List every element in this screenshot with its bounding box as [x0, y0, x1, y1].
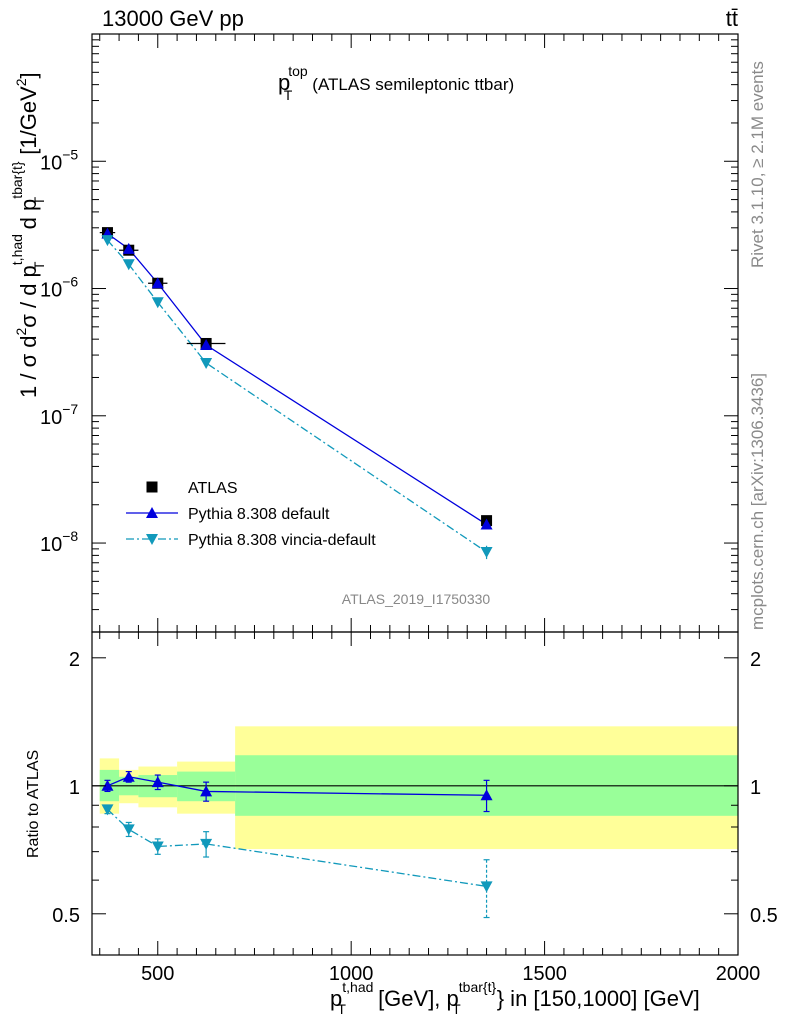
xlabel-p2sup: tbar{t} — [459, 979, 497, 995]
plot-title-rest: (ATLAS semileptonic ttbar) — [312, 75, 514, 94]
x-tick-label: 2000 — [716, 963, 761, 985]
ratio-frame — [91, 631, 739, 956]
ratio-default-point — [151, 776, 164, 788]
ratio-y-tick-label: 0.5 — [52, 905, 80, 927]
pythia-default-point — [122, 242, 135, 254]
legend-label: Pythia 8.308 vincia-default — [188, 532, 376, 549]
pythia-vincia-line — [106, 239, 487, 553]
rivet-label: Rivet 3.1.10, ≥ 2.1M events — [748, 61, 767, 268]
xlabel-p1: p — [330, 986, 342, 1011]
ylabel-p2sup: t,had — [9, 234, 25, 265]
y-tick-mantissa: 10 — [40, 534, 62, 556]
ratio-y-tick-label: 2 — [69, 649, 80, 671]
xlabel-p2sub: T — [452, 1001, 461, 1017]
ratio-y-tick-label: 1 — [69, 777, 80, 799]
ylabel-p1: 1 / σ d — [16, 336, 41, 399]
ylabel-p1sup: 2 — [13, 328, 29, 336]
ylabel-p3: d p — [16, 199, 41, 236]
y-tick-mantissa: 10 — [40, 152, 62, 174]
xlabel-p1sup: t,had — [342, 979, 373, 995]
y-tick-label-main: 10−7 — [40, 401, 78, 429]
ylabel-p2sub: T — [31, 261, 47, 270]
ratio-default-point — [480, 789, 493, 801]
beam-label: 13000 GeV pp — [102, 6, 244, 31]
y-tick-label-main: 10−6 — [40, 274, 78, 302]
ratio-default-point — [122, 770, 135, 782]
y-tick-exponent: −7 — [62, 401, 78, 417]
pythia-default-point — [200, 338, 213, 350]
ratio-default-point — [101, 779, 114, 791]
y-tick-exponent: −6 — [62, 274, 78, 290]
ratio-vincia-line — [107, 808, 487, 888]
legend-atlas-marker — [146, 481, 158, 493]
legend-vincia-marker — [146, 534, 158, 545]
ylabel-p3sup: tbar{t} — [9, 161, 25, 199]
y-tick-mantissa: 10 — [40, 280, 62, 302]
legend: ATLAS Pythia 8.308 default Pythia 8.308 vi… — [126, 480, 376, 549]
ylabel-p5: ] — [16, 72, 41, 78]
plot-title-p: p — [278, 70, 290, 95]
xlabel-p1sub: T — [337, 1001, 346, 1017]
x-tick-label: 1500 — [522, 963, 567, 985]
y-axis-label: 1 / σ d2σ / d pt,hadT d ptbar{t}T [1/GeV… — [9, 72, 47, 398]
plot-title-sub: T — [284, 87, 293, 103]
pythia-vincia-point — [200, 357, 213, 369]
ratio-vincia-point — [101, 804, 114, 816]
plot-title-sup: top — [288, 63, 308, 79]
ratio-vincia-point — [151, 841, 164, 853]
legend-label: ATLAS — [188, 480, 238, 497]
x-axis-label: pt,had T [GeV], ptbar{t} T } in [150,1000] … — [330, 979, 700, 1017]
ratio-default-point — [200, 785, 213, 797]
xlabel-p2: [GeV], p — [372, 986, 459, 1011]
pythia-vincia-point — [122, 259, 135, 271]
ylabel-p4sup: 2 — [13, 78, 29, 86]
pythia-vincia-point — [480, 547, 493, 559]
pythia-vincia-point — [101, 235, 114, 247]
y-tick-label-main: 10−5 — [40, 146, 78, 174]
main-panel: 10−510−610−710−8 ptop T(ATLAS semileptoni… — [40, 33, 739, 633]
legend-default-marker — [146, 507, 158, 518]
x-tick-label: 1000 — [329, 963, 374, 985]
x-tick-label: 500 — [141, 963, 174, 985]
pythia-default-line — [107, 233, 487, 525]
y-tick-label-main: 10−8 — [40, 528, 78, 556]
analysis-id: ATLAS_2019_I1750330 — [342, 591, 491, 607]
pythia-vincia-point — [151, 297, 164, 309]
ylabel-p4: [1/GeV — [16, 86, 41, 161]
ratio-y-tick-label-right: 0.5 — [750, 905, 778, 927]
y-tick-exponent: −5 — [62, 146, 78, 162]
plot-title: ptop T (ATLAS semileptonic ttbar) — [278, 63, 514, 103]
pythia-default-point — [151, 277, 164, 289]
ratio-ylabel: Ratio to ATLAS — [25, 750, 42, 858]
ratio-y-tick-label-right: 1 — [750, 777, 761, 799]
ratio-y-tick-label-right: 2 — [750, 649, 761, 671]
legend-label: Pythia 8.308 default — [188, 506, 330, 523]
ratio-vincia-point — [200, 838, 213, 850]
xlabel-p3: } in [150,1000] [GeV] — [497, 986, 700, 1011]
ratio-vincia-point — [480, 881, 493, 893]
ylabel-p3sub: T — [31, 196, 47, 205]
pythia-default-point — [480, 518, 493, 530]
y-tick-mantissa: 10 — [40, 407, 62, 429]
ratio-vincia-point — [122, 824, 135, 836]
y-tick-exponent: −8 — [62, 528, 78, 544]
process-label: tt̄ — [726, 6, 738, 31]
mcplots-label: mcplots.cern.ch [arXiv:1306.3436] — [748, 373, 767, 630]
ylabel-p2: σ / d p — [16, 265, 41, 328]
ratio-panel: 0.5 0.5 1 1 2 2 500 1000 1500 2000 — [52, 631, 778, 985]
